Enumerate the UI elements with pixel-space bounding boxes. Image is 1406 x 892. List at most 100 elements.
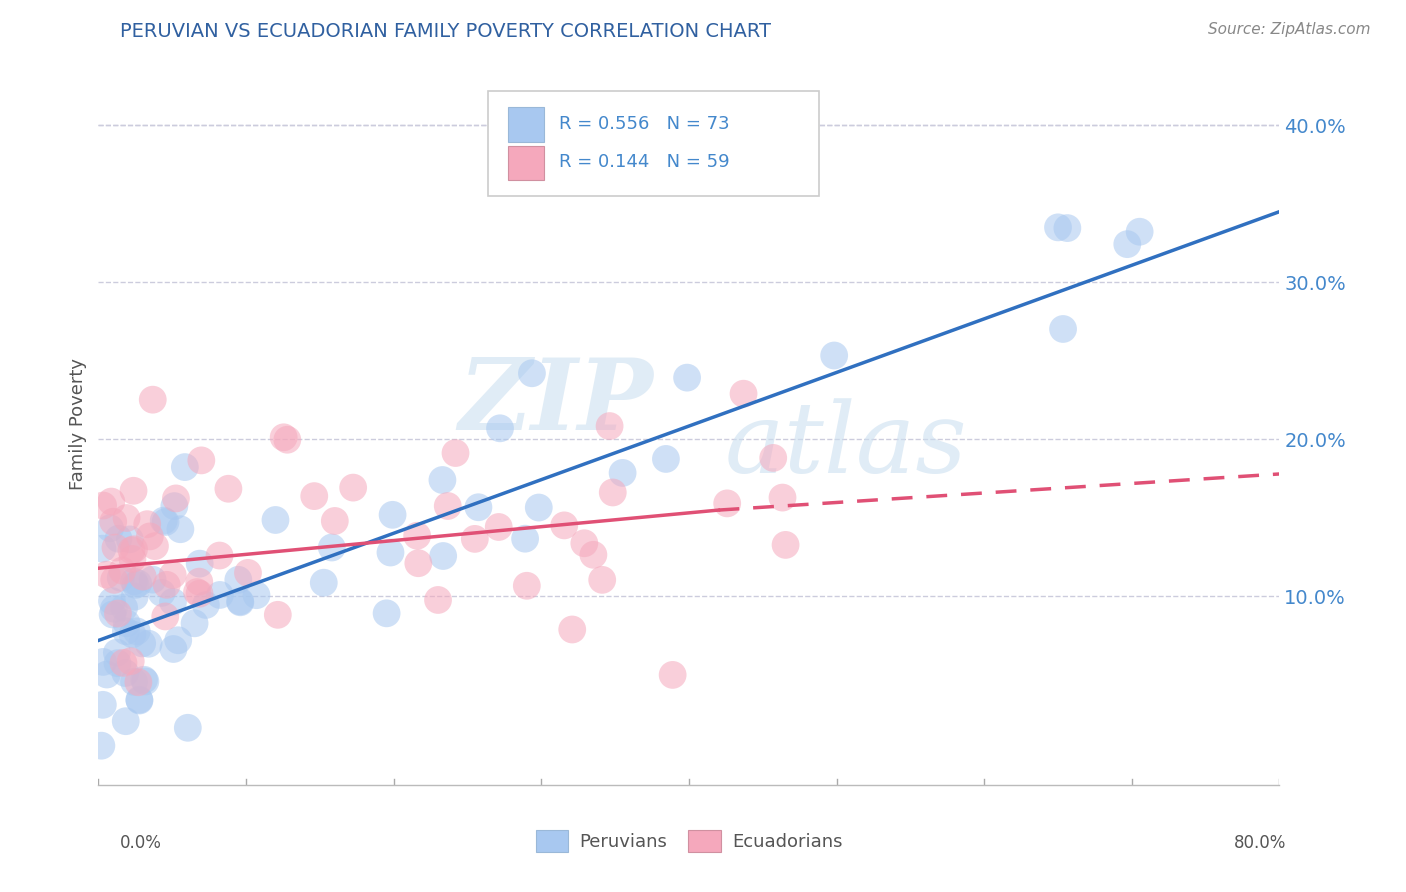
Point (432, 549, 454, 563)
Text: 0.0%: 0.0% (120, 834, 162, 852)
Point (167, 633, 190, 648)
Point (1116, 237, 1139, 252)
Point (120, 543, 142, 558)
Point (169, 522, 191, 536)
Point (273, 430, 295, 444)
Point (823, 349, 845, 363)
Point (527, 500, 550, 515)
Point (114, 665, 136, 680)
Point (162, 642, 184, 657)
Point (208, 549, 231, 563)
Point (1129, 225, 1152, 239)
Point (264, 513, 287, 527)
Point (111, 564, 134, 578)
Point (115, 624, 138, 639)
Point (173, 460, 195, 475)
Point (115, 511, 138, 525)
Point (122, 483, 145, 498)
Legend: Peruvians, Ecuadorians: Peruvians, Ecuadorians (529, 822, 849, 859)
Text: 80.0%: 80.0% (1234, 834, 1286, 852)
Point (655, 452, 678, 467)
Point (136, 517, 159, 532)
Point (464, 532, 486, 546)
Point (122, 542, 145, 557)
Point (121, 627, 143, 641)
Text: PERUVIAN VS ECUADORIAN FAMILY POVERTY CORRELATION CHART: PERUVIAN VS ECUADORIAN FAMILY POVERTY CO… (120, 22, 770, 41)
Point (304, 489, 326, 503)
Point (100, 494, 122, 508)
Text: R = 0.144   N = 59: R = 0.144 N = 59 (560, 153, 730, 171)
Point (267, 607, 290, 622)
Point (107, 607, 129, 621)
Point (124, 590, 146, 604)
Point (115, 616, 138, 631)
Point (188, 587, 211, 601)
Point (762, 450, 785, 465)
Point (188, 574, 211, 589)
Point (128, 693, 150, 707)
FancyBboxPatch shape (488, 91, 818, 196)
Point (101, 594, 124, 608)
Point (96, 667, 118, 681)
Point (436, 499, 458, 513)
Point (217, 482, 239, 496)
Point (110, 571, 132, 585)
Point (772, 491, 794, 505)
Point (591, 573, 613, 587)
Point (321, 541, 343, 555)
Text: ZIP: ZIP (458, 354, 654, 450)
Point (602, 485, 624, 500)
Point (1056, 221, 1078, 235)
Point (91, 655, 114, 669)
Point (155, 609, 177, 624)
Point (127, 576, 149, 591)
Point (101, 607, 124, 622)
Point (1046, 220, 1070, 235)
Point (775, 538, 797, 552)
Point (582, 548, 605, 562)
Point (190, 453, 212, 467)
Point (520, 366, 543, 380)
Point (716, 496, 738, 510)
Point (127, 675, 149, 690)
Point (229, 594, 252, 608)
Point (142, 573, 165, 587)
Point (107, 656, 129, 670)
Point (380, 545, 402, 559)
Point (150, 586, 173, 600)
Point (131, 569, 153, 583)
Point (599, 419, 621, 434)
Point (103, 573, 125, 587)
Text: atlas: atlas (724, 398, 967, 493)
Point (132, 673, 155, 687)
Point (121, 552, 143, 566)
Point (574, 536, 596, 550)
Point (312, 575, 335, 590)
Point (342, 481, 364, 495)
Point (122, 674, 145, 689)
Point (612, 466, 634, 480)
Point (156, 578, 179, 592)
Point (103, 601, 125, 615)
Point (427, 593, 450, 607)
Point (155, 515, 177, 529)
Point (177, 721, 200, 735)
Point (661, 668, 683, 682)
Point (125, 624, 148, 639)
Point (90, 739, 112, 753)
Point (124, 578, 146, 592)
Point (112, 656, 135, 670)
Point (194, 598, 217, 612)
Point (183, 616, 205, 631)
Point (516, 579, 538, 593)
Point (676, 370, 699, 384)
Point (226, 573, 249, 587)
Point (513, 532, 536, 546)
Point (107, 532, 129, 546)
Point (276, 433, 298, 447)
Point (120, 654, 142, 668)
Point (114, 714, 136, 729)
Point (489, 421, 512, 435)
Point (98, 521, 121, 535)
Point (103, 515, 125, 529)
